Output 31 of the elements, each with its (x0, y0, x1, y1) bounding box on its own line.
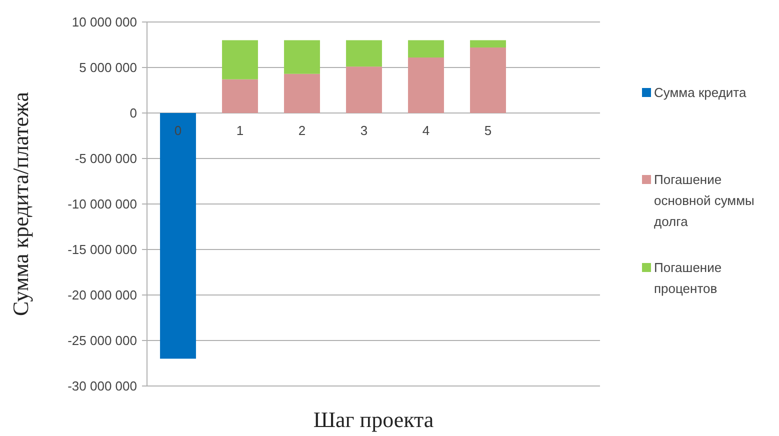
y-tick-label: -20 000 000 (68, 288, 137, 303)
x-tick-label: 3 (360, 123, 368, 138)
bar (346, 66, 382, 113)
bar (222, 79, 258, 113)
x-tick-label: 0 (174, 123, 182, 138)
x-tick-label: 1 (236, 123, 244, 138)
bar (470, 40, 506, 48)
bar (222, 40, 258, 80)
y-tick-label: -30 000 000 (68, 378, 137, 394)
x-tick-label: 4 (422, 123, 430, 138)
y-tick-label: -25 000 000 (68, 333, 137, 348)
x-tick-label: 5 (484, 123, 492, 138)
bar (284, 40, 320, 74)
bar (408, 40, 444, 58)
bar (408, 57, 444, 113)
y-tick-label: -10 000 000 (68, 196, 137, 212)
bar (470, 47, 506, 113)
legend-label: Погашение основной суммы долга (654, 172, 754, 229)
y-tick-label: 5 000 000 (79, 60, 137, 76)
x-axis-title: Шаг проекта (313, 407, 434, 432)
y-tick-label: 10 000 000 (72, 14, 137, 30)
legend-label: Сумма кредита (654, 85, 747, 100)
y-tick-label: -15 000 000 (68, 242, 137, 258)
y-tick-label: -5 000 000 (74, 151, 137, 166)
bar (284, 74, 320, 113)
legend-label: Погашение процентов (654, 260, 722, 296)
bar (160, 113, 196, 359)
y-tick-label: 0 (130, 106, 137, 121)
y-axis-title: Сумма кредита/платежа (8, 92, 33, 316)
x-tick-label: 2 (298, 123, 306, 138)
bar (346, 40, 382, 67)
